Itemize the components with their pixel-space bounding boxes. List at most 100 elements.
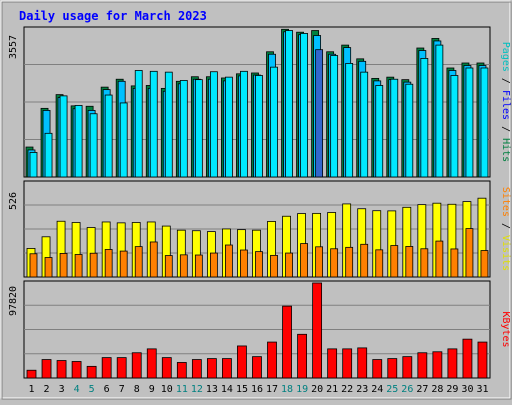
chart-title: Daily usage for March 2023 (19, 9, 207, 23)
bar-kbytes (477, 341, 488, 379)
bar-pages (29, 152, 38, 178)
bar-pages (300, 33, 308, 178)
bar-kbytes (402, 356, 413, 379)
bar-sites (179, 254, 188, 278)
bar-kbytes (131, 352, 142, 379)
bar-kbytes (146, 348, 157, 379)
bar-pages (59, 95, 68, 178)
bar-pages (450, 75, 459, 178)
x-tick-label: 8 (134, 384, 140, 395)
bar-sites (465, 228, 474, 278)
bar-kbytes (176, 362, 187, 379)
bar-sites (44, 257, 53, 278)
legend-entry: Hits (500, 138, 511, 162)
bar-pages (119, 102, 128, 178)
bar-sites (450, 248, 459, 278)
middle-ymax-label: 526 (8, 192, 19, 210)
bar-pages (465, 67, 474, 178)
bar-sites (134, 246, 143, 278)
bar-kbytes (101, 357, 112, 379)
x-tick-label: 27 (416, 384, 428, 395)
x-tick-label: 1 (29, 384, 35, 395)
legend-entry: / (500, 120, 511, 138)
bar-pages (225, 76, 233, 178)
bar-sites (149, 241, 158, 278)
x-tick-label: 4 (74, 384, 80, 395)
x-tick-label: 28 (431, 384, 443, 395)
bar-sites (300, 243, 308, 278)
x-tick-label: 3 (59, 384, 65, 395)
x-tick-label: 9 (149, 384, 155, 395)
bar-kbytes (222, 358, 232, 379)
bar-sites (240, 249, 248, 278)
bar-kbytes (267, 341, 277, 379)
bar-sites (375, 249, 384, 278)
legend-entry: Sites (500, 187, 511, 217)
x-tick-label: 11 (176, 384, 188, 395)
bar-sites (330, 248, 339, 278)
bar-kbytes (372, 359, 383, 379)
bar-pages (104, 94, 113, 178)
bar-pages (270, 66, 278, 178)
bar-kbytes (342, 348, 353, 379)
bottom-ymax-label: 97820 (8, 286, 19, 316)
bar-kbytes (432, 351, 443, 379)
bar-kbytes (297, 333, 307, 379)
bar-sites (89, 252, 98, 278)
x-tick-label: 24 (371, 384, 383, 395)
bar-kbytes (86, 365, 97, 379)
bar-sites (435, 240, 444, 278)
bar-kbytes (252, 356, 262, 379)
x-tick-label: 18 (281, 384, 293, 395)
bar-pages (44, 132, 53, 178)
bar-sites (194, 254, 203, 278)
x-tick-label: 20 (311, 384, 323, 395)
bar-pages (89, 113, 98, 178)
bar-pages (134, 70, 143, 178)
bar-sites (270, 254, 278, 278)
bar-kbytes (116, 357, 127, 379)
bar-kbytes (56, 360, 67, 379)
x-tick-label: 16 (251, 384, 263, 395)
x-tick-label: 6 (104, 384, 110, 395)
legend-entry: / (500, 217, 511, 235)
top-ymax-label: 3557 (8, 35, 19, 59)
legend-entry: KBytes (500, 311, 511, 347)
bar-sites (285, 252, 293, 278)
top-legend: Pages / Files / Hits (500, 42, 511, 162)
bar-pages (194, 79, 203, 178)
bar-pages (435, 44, 444, 178)
bar-kbytes (237, 345, 247, 379)
bar-kbytes (387, 358, 398, 379)
bar-kbytes (71, 361, 82, 379)
bar-pages (405, 83, 414, 178)
bar-kbytes (417, 352, 428, 379)
x-tick-label: 21 (326, 384, 338, 395)
legend-entry: / (500, 72, 511, 90)
bar-pages (330, 55, 339, 178)
x-tick-label: 25 (386, 384, 398, 395)
bar-pages (179, 80, 188, 178)
bar-sites (29, 253, 38, 278)
bar-kbytes (26, 369, 37, 379)
bar-sites (480, 250, 489, 278)
bar-pages (375, 85, 384, 178)
x-tick-label: 29 (446, 384, 458, 395)
x-tick-label: 26 (401, 384, 413, 395)
bar-sites (164, 255, 173, 278)
bar-kbytes (462, 338, 473, 379)
bar-pages (315, 49, 324, 178)
x-tick-label: 13 (206, 384, 218, 395)
bar-pages (345, 63, 354, 178)
bar-kbytes (161, 357, 172, 379)
bar-pages (360, 71, 369, 178)
x-tick-label: 2 (44, 384, 50, 395)
x-tick-label: 19 (296, 384, 308, 395)
bar-sites (360, 243, 369, 278)
bar-kbytes (206, 358, 217, 379)
bar-kbytes (357, 347, 368, 379)
bar-pages (255, 75, 263, 178)
